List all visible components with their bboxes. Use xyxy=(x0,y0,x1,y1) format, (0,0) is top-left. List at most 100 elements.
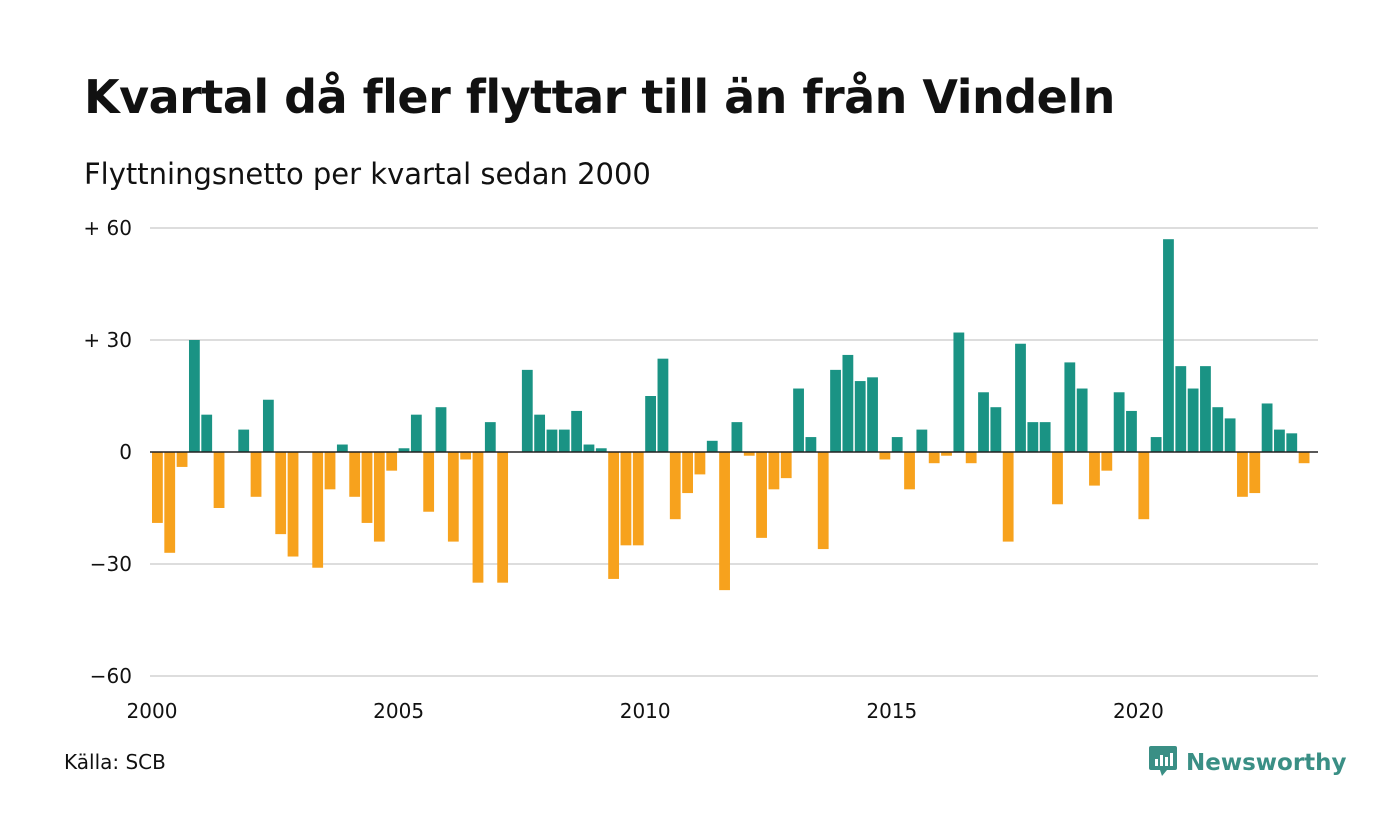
x-tick-label: 2000 xyxy=(127,699,178,723)
bar-2015-q2 xyxy=(904,452,915,490)
bar-2001-q2 xyxy=(213,452,225,508)
bar-2012-q4 xyxy=(780,452,792,479)
y-tick-label: −60 xyxy=(90,664,132,688)
bar-2007-q4 xyxy=(534,414,546,452)
bar-2009-q1 xyxy=(595,448,607,452)
y-tick-label: + 60 xyxy=(83,216,132,240)
bar-2005-q2 xyxy=(410,414,422,452)
bar-2010-q4 xyxy=(682,452,693,494)
bar-2021-q2 xyxy=(1200,366,1211,452)
source-note: Källa: SCB xyxy=(64,750,166,774)
bar-2003-q3 xyxy=(324,452,336,490)
bar-2006-q4 xyxy=(484,422,496,452)
bar-2016-q2 xyxy=(953,332,965,452)
bar-2022-q2 xyxy=(1249,452,1261,494)
bar-2011-q3 xyxy=(719,452,730,591)
bar-2005-q3 xyxy=(423,452,435,512)
bar-2009-q4 xyxy=(632,452,644,546)
bar-2013-q4 xyxy=(830,369,841,452)
bar-2012-q1 xyxy=(743,452,755,456)
bar-2017-q1 xyxy=(990,407,1002,452)
brand-name: Newsworthy xyxy=(1186,750,1347,776)
bar-2020-q3 xyxy=(1163,239,1174,452)
bar-2009-q3 xyxy=(620,452,632,546)
bar-2023-q2 xyxy=(1298,452,1310,464)
bar-2001-q4 xyxy=(238,429,250,452)
chart-title: Kvartal då fler flyttar till än från Vin… xyxy=(84,70,1115,124)
bar-2017-q2 xyxy=(1002,452,1014,542)
bar-2002-q3 xyxy=(275,452,287,535)
bar-2017-q3 xyxy=(1015,343,1026,452)
bar-2018-q1 xyxy=(1039,422,1051,452)
bar-2018-q2 xyxy=(1052,452,1063,505)
bar-2013-q1 xyxy=(793,388,804,452)
bar-2019-q1 xyxy=(1089,452,1100,486)
bar-2008-q4 xyxy=(583,444,595,452)
bar-2019-q2 xyxy=(1101,452,1113,471)
bar-2000-q1 xyxy=(152,452,163,523)
bar-2016-q1 xyxy=(941,452,952,456)
x-axis-ticks: 2000 2005 2010 2015 2020 xyxy=(127,699,1164,723)
bar-2014-q1 xyxy=(842,354,854,452)
bars xyxy=(152,239,1310,591)
x-tick-label: 2020 xyxy=(1113,699,1164,723)
bar-2022-q4 xyxy=(1274,429,1285,452)
bar-2015-q3 xyxy=(916,429,928,452)
bar-2008-q2 xyxy=(558,429,570,452)
bar-2004-q3 xyxy=(373,452,385,542)
bar-2006-q2 xyxy=(460,452,472,460)
brand: Newsworthy xyxy=(1148,744,1347,782)
bar-2000-q4 xyxy=(188,340,200,452)
bar-2023-q1 xyxy=(1286,433,1298,452)
bar-2007-q3 xyxy=(521,369,533,452)
bar-2004-q1 xyxy=(349,452,361,497)
bar-2018-q4 xyxy=(1076,388,1088,452)
bar-2000-q3 xyxy=(176,452,188,467)
bar-2020-q2 xyxy=(1150,437,1162,452)
bar-2014-q3 xyxy=(867,377,878,452)
bar-2011-q4 xyxy=(731,422,743,452)
bar-2005-q1 xyxy=(398,448,410,452)
bar-2018-q3 xyxy=(1064,362,1076,452)
bar-2006-q3 xyxy=(472,452,484,583)
bar-2020-q4 xyxy=(1175,366,1187,452)
bar-2004-q2 xyxy=(361,452,373,523)
bar-2008-q3 xyxy=(571,410,583,452)
bar-2014-q4 xyxy=(879,452,891,460)
x-tick-label: 2005 xyxy=(373,699,424,723)
bar-2019-q3 xyxy=(1113,392,1125,452)
bar-2002-q1 xyxy=(250,452,262,497)
bar-2022-q3 xyxy=(1261,403,1273,452)
bar-2015-q1 xyxy=(891,437,903,452)
bar-2001-q1 xyxy=(201,414,213,452)
bar-2011-q2 xyxy=(706,440,718,452)
bar-2020-q1 xyxy=(1138,452,1150,520)
bar-2021-q1 xyxy=(1187,388,1199,452)
bar-2008-q1 xyxy=(546,429,558,452)
bar-2012-q2 xyxy=(756,452,767,538)
bar-2013-q3 xyxy=(817,452,829,550)
bar-2014-q2 xyxy=(854,381,866,452)
bar-2021-q3 xyxy=(1212,407,1224,452)
bar-2016-q3 xyxy=(965,452,977,464)
y-tick-label: + 30 xyxy=(83,328,132,352)
y-tick-label: 0 xyxy=(119,440,132,464)
bar-2022-q1 xyxy=(1237,452,1248,497)
bar-2015-q4 xyxy=(928,452,940,464)
bar-2013-q2 xyxy=(805,437,817,452)
bar-2007-q1 xyxy=(497,452,509,583)
bar-2005-q4 xyxy=(435,407,447,452)
bar-2012-q3 xyxy=(768,452,780,490)
bar-2004-q4 xyxy=(386,452,398,471)
x-tick-label: 2010 xyxy=(620,699,671,723)
bar-2006-q1 xyxy=(447,452,459,542)
bar-2002-q4 xyxy=(287,452,299,557)
bar-2003-q4 xyxy=(336,444,348,452)
bar-2009-q2 xyxy=(608,452,620,579)
y-tick-label: −30 xyxy=(90,552,132,576)
bar-2016-q4 xyxy=(978,392,989,452)
bar-2010-q2 xyxy=(657,358,669,452)
bar-2019-q4 xyxy=(1126,410,1137,452)
bar-2002-q2 xyxy=(262,399,274,452)
